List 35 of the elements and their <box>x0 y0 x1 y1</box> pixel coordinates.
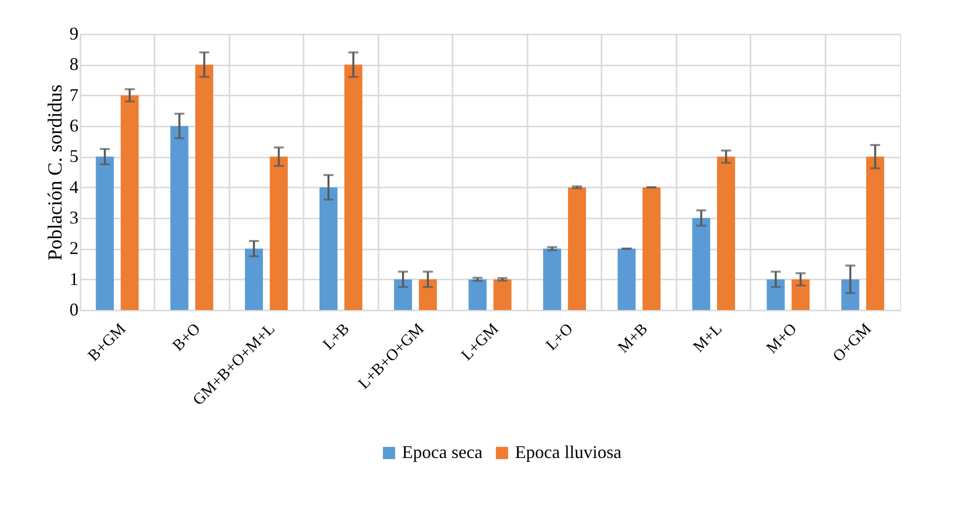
y-tick-label: 2 <box>70 238 78 258</box>
y-tick-label: 5 <box>70 146 78 166</box>
bar <box>418 279 437 310</box>
bar <box>170 126 188 310</box>
bar <box>692 218 710 310</box>
y-tick-label: 1 <box>70 268 78 289</box>
bar <box>344 64 362 310</box>
y-tick-label: 3 <box>70 208 78 228</box>
y-tick-label: 6 <box>70 116 78 136</box>
bar <box>717 156 736 310</box>
x-tick-label: L+O <box>543 320 577 354</box>
bar <box>642 187 661 310</box>
bar <box>618 248 636 310</box>
bar <box>270 156 288 310</box>
y-tick-label: 0 <box>70 300 78 320</box>
legend-label: Epoca seca <box>402 442 482 462</box>
legend-label: Epoca lluviosa <box>515 442 622 462</box>
y-tick-label: 8 <box>70 54 78 74</box>
y-tick-label: 7 <box>70 84 78 105</box>
bar <box>319 187 338 310</box>
bar <box>394 279 412 310</box>
x-tick-label: M+L <box>690 320 726 356</box>
y-axis-title: Población C. sordidus <box>44 84 66 261</box>
bar <box>120 95 139 310</box>
y-tick-label: 9 <box>70 24 78 44</box>
bar <box>766 279 785 310</box>
x-tick-label: L+B <box>320 320 353 354</box>
bar <box>792 279 810 310</box>
bar <box>96 156 114 310</box>
bar <box>568 187 586 310</box>
y-tick-label: 4 <box>70 176 78 197</box>
bar <box>841 279 860 310</box>
bar <box>244 248 263 310</box>
bar <box>195 64 214 310</box>
bar <box>866 156 884 310</box>
